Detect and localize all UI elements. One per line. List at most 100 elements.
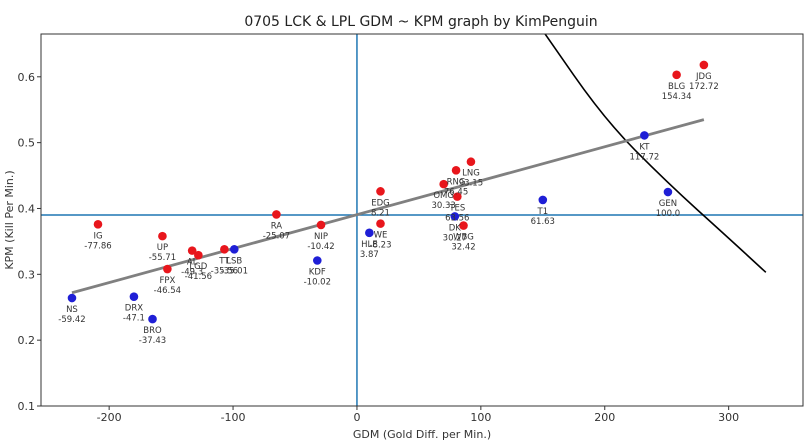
- point-label-value: -10.42: [307, 242, 334, 252]
- point-label-value: -35.01: [221, 266, 248, 276]
- data-point-ns: [67, 293, 77, 303]
- y-tick-label: 0.1: [18, 400, 36, 413]
- point-label-value: -8.23: [369, 241, 391, 251]
- point-label-team: WE: [374, 231, 388, 241]
- point-label-team: LSB: [226, 256, 242, 266]
- data-point-kdf: [313, 256, 322, 265]
- data-point-fpx: [163, 264, 172, 274]
- data-point-kt: [640, 131, 649, 140]
- point-label-value: 32.42: [451, 243, 475, 253]
- data-point-drx: [129, 292, 139, 302]
- x-tick-label: 0: [353, 411, 360, 424]
- point-label-team: NS: [66, 305, 78, 315]
- point-label-value: 61.63: [531, 217, 555, 227]
- data-point-tt: [220, 244, 229, 254]
- point-label-team: TT: [218, 256, 230, 266]
- data-point-al: [187, 246, 197, 255]
- data-point-edg: [376, 187, 385, 196]
- data-point-dk: [450, 212, 460, 221]
- data-point-hle: [365, 228, 374, 238]
- point-label-team: KT: [639, 142, 650, 152]
- point-label-team: BLG: [668, 82, 685, 92]
- y-tick-label: 0.3: [18, 268, 36, 281]
- point-label-value: -37.43: [139, 336, 166, 346]
- x-tick-label: -200: [97, 411, 122, 424]
- point-label-team: GEN: [659, 199, 677, 209]
- point-label-team: BRO: [143, 326, 162, 336]
- point-label-value: 8.21: [371, 208, 390, 218]
- point-label-team: LNG: [462, 169, 480, 179]
- point-label-value: -25.07: [263, 231, 290, 241]
- data-point-lgd: [194, 250, 203, 260]
- data-point-wbg: [459, 221, 468, 230]
- plot-frame: [40, 33, 804, 407]
- point-label-team: TES: [448, 204, 465, 214]
- point-label-team: IG: [93, 231, 102, 241]
- point-label-value: -55.71: [149, 253, 176, 263]
- point-label-value: -59.42: [58, 315, 85, 325]
- point-label-value: 117.72: [630, 152, 660, 162]
- y-tick-label: 0.6: [18, 71, 36, 84]
- data-point-ra: [272, 210, 281, 219]
- point-label-team: NIP: [314, 232, 328, 242]
- point-label-team: KDF: [309, 267, 326, 277]
- plot-area: [41, 34, 803, 406]
- data-point-bro: [148, 314, 157, 324]
- point-label-value: 30.27: [443, 233, 467, 243]
- point-label-team: T1: [537, 207, 549, 217]
- x-axis-label: GDM (Gold Diff. per Min.): [353, 428, 491, 441]
- data-point-tes: [453, 192, 462, 201]
- threshold-curve: [544, 34, 767, 273]
- point-label-value: -41.56: [185, 272, 212, 282]
- point-label-team: RNG: [447, 177, 466, 187]
- point-label-team: DRX: [125, 304, 143, 314]
- point-label-value: -47.1: [123, 314, 145, 324]
- point-label-team: DK: [449, 223, 462, 233]
- x-tick-label: 200: [594, 411, 615, 424]
- point-label-value: -46.54: [154, 286, 181, 296]
- point-label-team: FPX: [159, 276, 175, 286]
- point-label-value: 30.33: [432, 201, 456, 211]
- data-point-rng: [451, 165, 461, 175]
- point-label-value: 3.87: [360, 250, 379, 260]
- point-label-team: WBG: [453, 233, 474, 243]
- point-label-value: 93.15: [459, 179, 483, 189]
- point-label-value: 154.34: [662, 92, 692, 102]
- point-label-team: HLE: [361, 240, 378, 250]
- point-label-value: 100.0: [656, 209, 680, 219]
- point-label-team: JDG: [695, 72, 712, 82]
- data-point-blg: [672, 70, 681, 80]
- y-tick-label: 0.2: [18, 334, 36, 347]
- data-point-lsb: [229, 244, 239, 254]
- point-label-value: -10.02: [304, 277, 331, 287]
- point-label-team: EDG: [371, 198, 390, 208]
- data-point-omg: [439, 179, 448, 189]
- y-tick-label: 0.5: [18, 137, 36, 150]
- point-label-team: AL: [187, 258, 198, 268]
- x-tick-label: 100: [470, 411, 491, 424]
- point-label-value: 172.72: [689, 82, 719, 92]
- data-point-up: [158, 231, 167, 241]
- data-point-ig: [93, 219, 103, 229]
- point-label-value: 63.56: [445, 214, 469, 224]
- x-tick-label: 300: [718, 411, 739, 424]
- y-axis-label: KPM (Kill Per Min.): [3, 170, 16, 269]
- point-label-team: OMG: [433, 191, 454, 201]
- point-label-team: LGD: [189, 262, 207, 272]
- trend-line: [71, 118, 705, 295]
- data-point-lng: [466, 157, 476, 167]
- data-point-jdg: [699, 60, 709, 70]
- data-point-t1: [538, 195, 548, 205]
- data-point-we: [376, 219, 385, 228]
- x-tick-label: -100: [221, 411, 246, 424]
- point-label-team: RA: [271, 221, 283, 231]
- data-point-nip: [316, 220, 326, 230]
- chart-title: 0705 LCK & LPL GDM ~ KPM graph by KimPen…: [244, 14, 597, 30]
- point-label-team: UP: [157, 243, 168, 253]
- data-point-gen: [663, 187, 673, 197]
- y-tick-label: 0.4: [18, 202, 36, 215]
- point-label-value: -35.56: [211, 266, 238, 276]
- point-label-value: 76.45: [444, 187, 468, 197]
- point-label-value: -49.3: [181, 268, 203, 278]
